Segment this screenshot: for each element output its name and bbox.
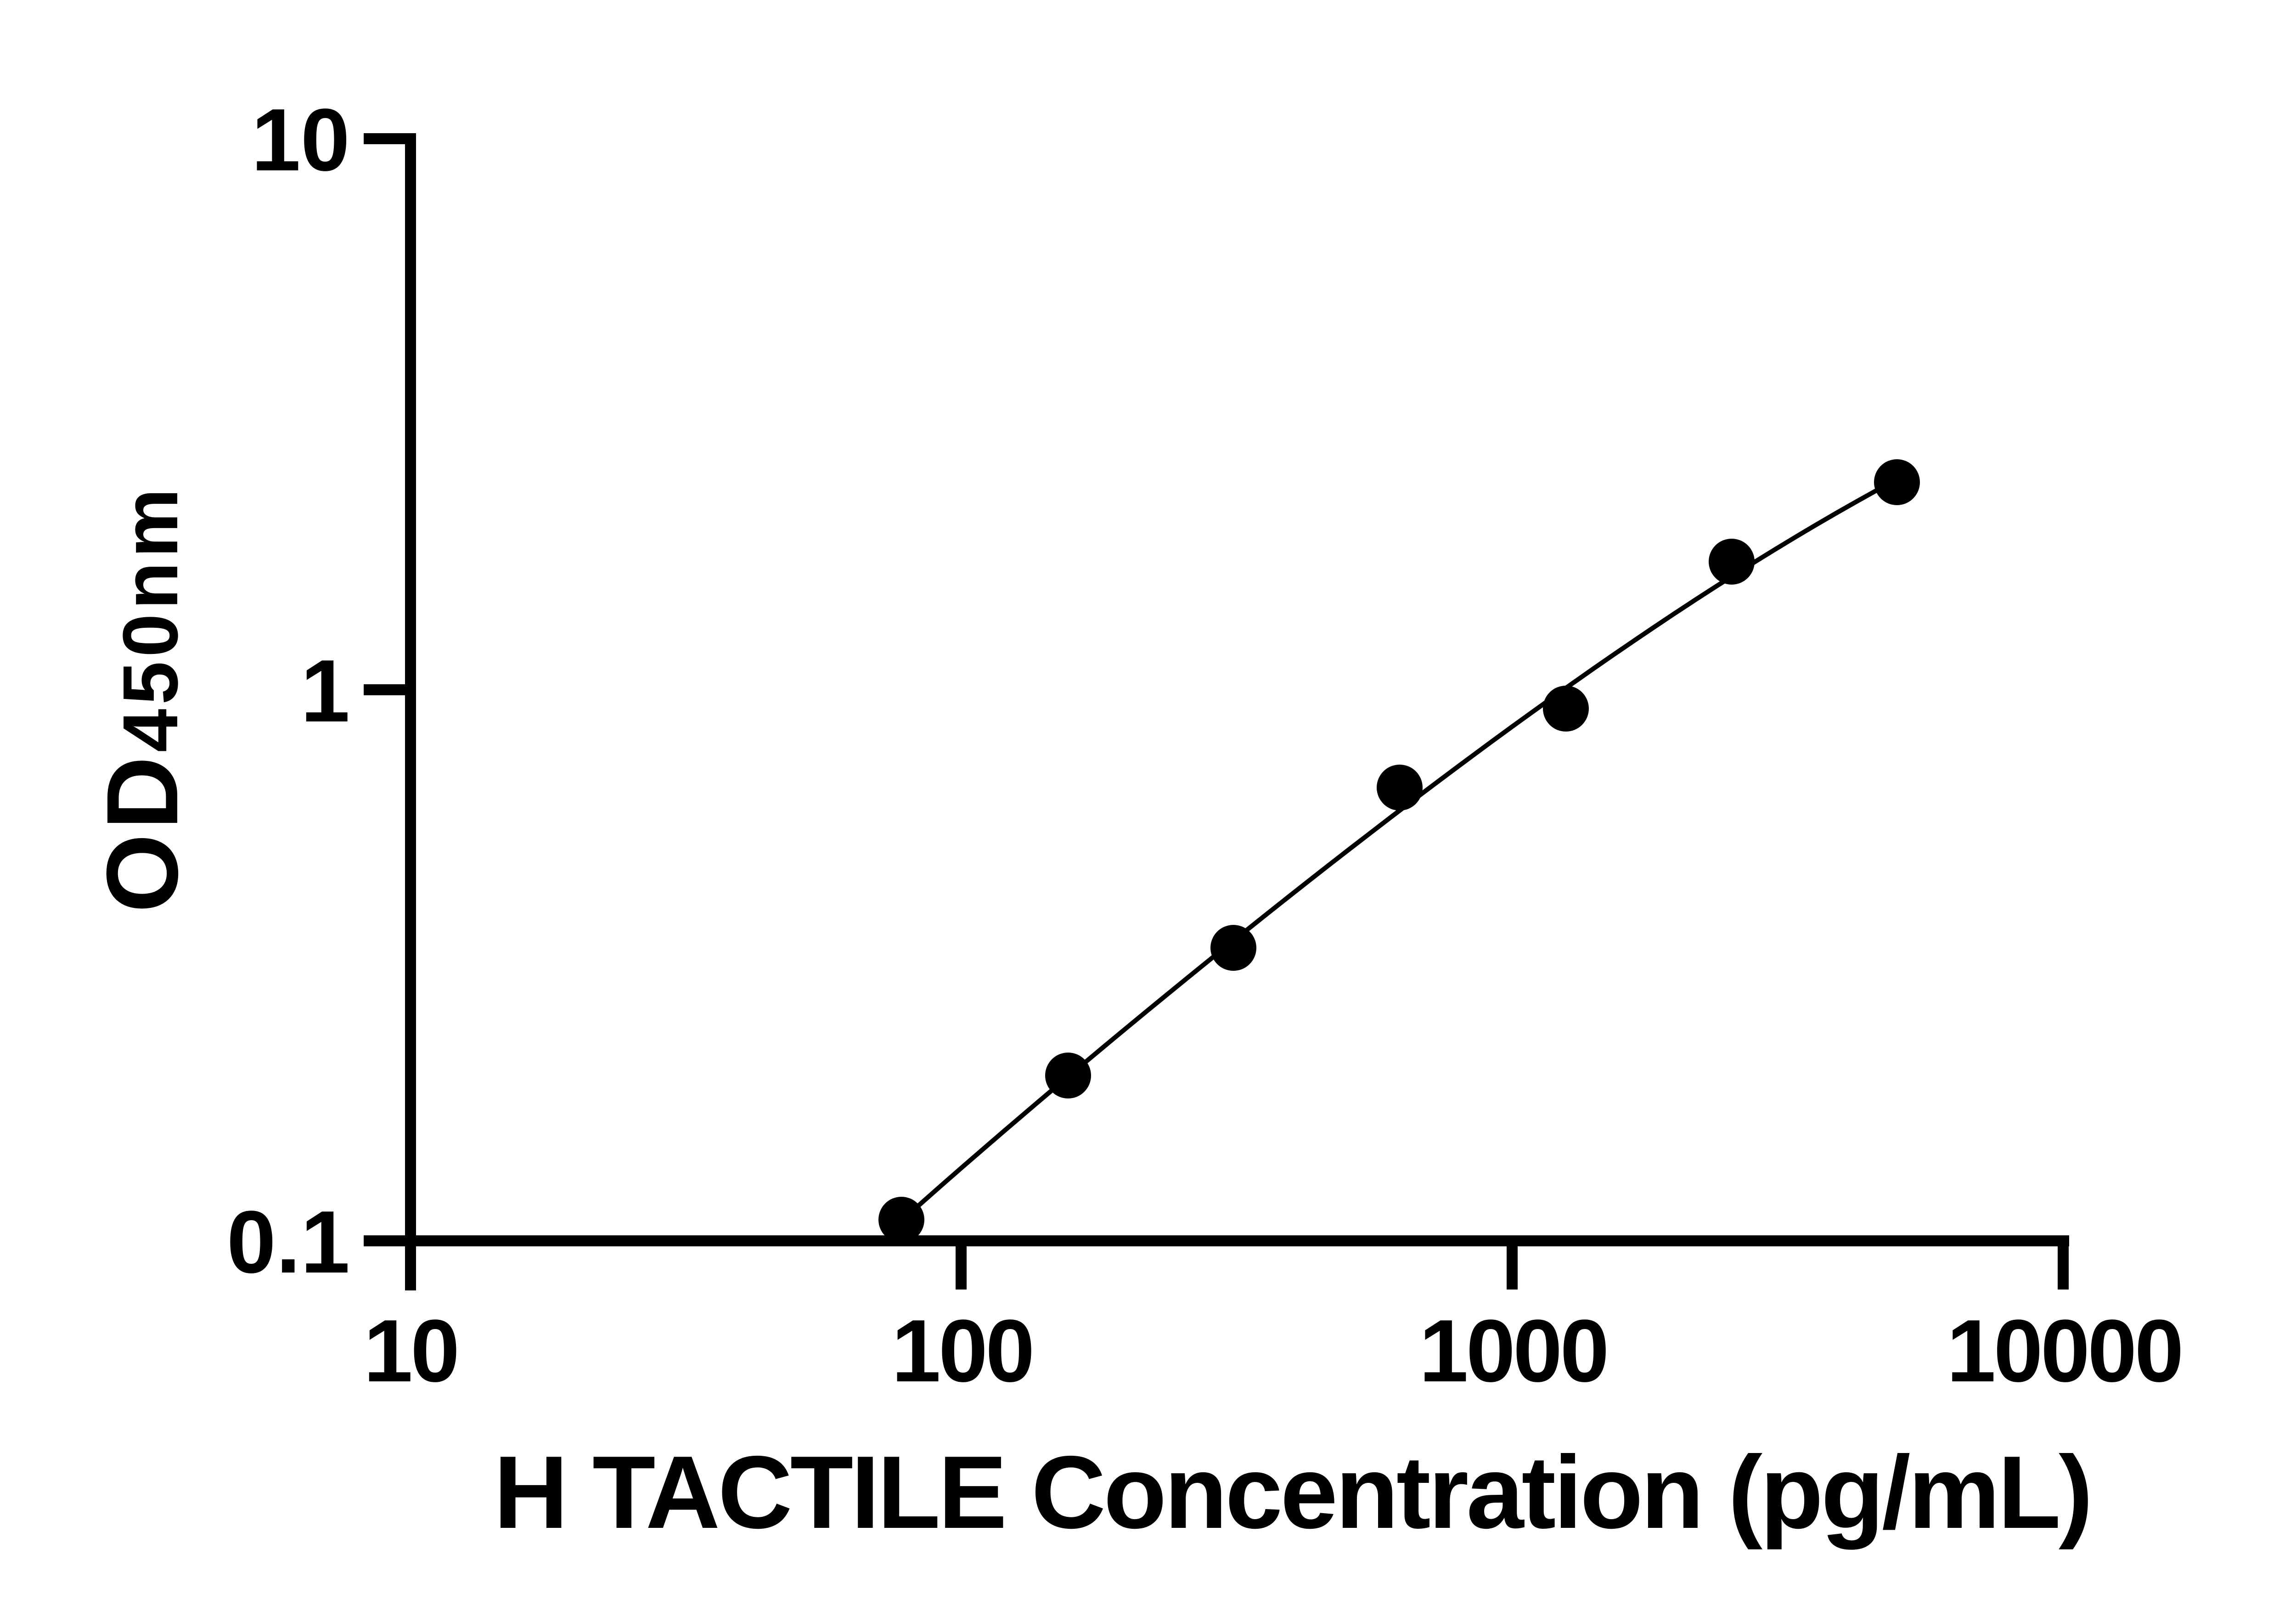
svg-text:10: 10 bbox=[364, 1301, 458, 1400]
svg-text:100: 100 bbox=[891, 1301, 1032, 1400]
svg-text:10: 10 bbox=[251, 90, 350, 189]
svg-text:0.1: 0.1 bbox=[227, 1192, 350, 1291]
svg-text:10000: 10000 bbox=[1947, 1301, 2182, 1400]
svg-text:H TACTILE Concentration (pg/mL: H TACTILE Concentration (pg/mL) bbox=[494, 1434, 2091, 1550]
svg-text:OD450nm: OD450nm bbox=[85, 484, 199, 912]
svg-text:1: 1 bbox=[301, 641, 350, 740]
svg-text:1000: 1000 bbox=[1419, 1301, 1607, 1400]
